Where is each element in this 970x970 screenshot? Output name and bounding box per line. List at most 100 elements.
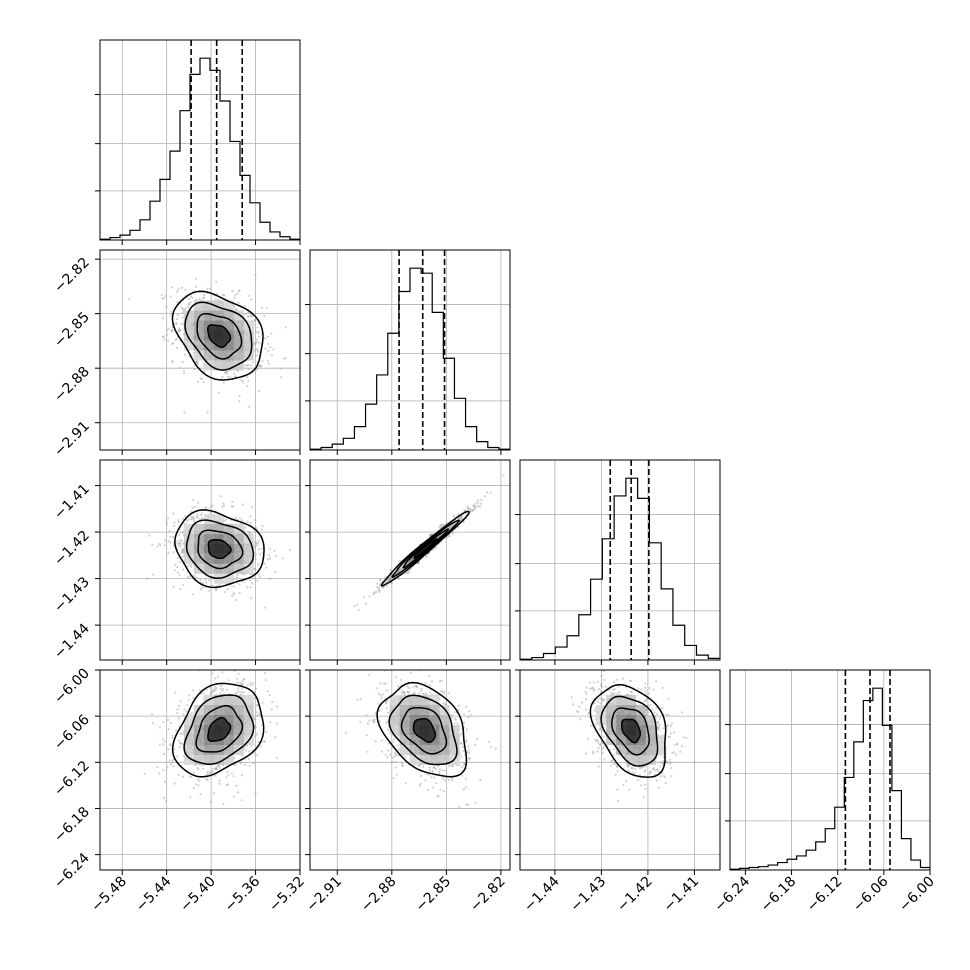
x-tick-label: −6.00 [896, 874, 938, 916]
contour-2 [183, 694, 255, 765]
density-cell [646, 755, 657, 765]
density-cell [616, 735, 627, 745]
scatter-panel-1-2 [305, 459, 511, 665]
panel-frame [309, 459, 511, 661]
density-cell [213, 310, 224, 321]
density-cell [233, 310, 244, 321]
density-cell [399, 745, 410, 755]
density-cell [606, 705, 617, 715]
density-cell [223, 350, 234, 361]
density-cell [183, 553, 194, 564]
density-cell [183, 543, 194, 554]
contour-1 [196, 312, 243, 360]
density-cell [243, 725, 254, 735]
density-cell [646, 715, 657, 725]
density-cell [233, 340, 244, 351]
density-cell [409, 745, 420, 755]
density-cell [419, 745, 430, 755]
density-cell [203, 705, 214, 715]
density-cell [203, 553, 214, 564]
density-cell [419, 755, 430, 765]
density-cell [193, 340, 204, 351]
density-cell [183, 745, 194, 755]
density-cell [419, 705, 430, 715]
density-cell [213, 533, 224, 544]
contour-2 [391, 519, 461, 579]
x-tick-label: −5.32 [266, 874, 308, 916]
density-cell [656, 745, 667, 755]
density-cell [203, 340, 214, 351]
contour-0 [207, 716, 232, 742]
density-cell [243, 695, 254, 705]
density-cell [616, 695, 627, 705]
density-cell [626, 755, 637, 765]
density-cell [213, 705, 224, 715]
scatter-panel-1-3 [305, 669, 511, 875]
panel-frame [99, 39, 301, 241]
density-cell [243, 563, 254, 574]
density-cell [439, 725, 450, 735]
density-cell [596, 705, 607, 715]
density-cell [429, 745, 440, 755]
density-cell [439, 735, 450, 745]
density-cell [223, 320, 234, 331]
density-cell [183, 523, 194, 534]
density-cell [606, 715, 617, 725]
x-tick-label: −6.24 [712, 873, 754, 915]
histogram-panel-2 [515, 459, 721, 665]
histogram-step-1 [310, 267, 510, 450]
density-cell [636, 755, 647, 765]
x-tick-label: −1.43 [568, 874, 610, 916]
panel-frame [519, 459, 721, 661]
density-cell [213, 745, 224, 755]
density-cell [183, 320, 194, 331]
contour-0 [413, 538, 438, 559]
density-cell [193, 735, 204, 745]
x-tick-label: −6.18 [758, 874, 800, 916]
density-cell [193, 715, 204, 725]
histogram-panel-1 [305, 249, 511, 455]
density-cell [429, 533, 440, 544]
density-cell [203, 350, 214, 361]
density-cell [193, 543, 204, 554]
x-tick-label: −1.42 [614, 874, 656, 916]
y-tick-label: −6.12 [51, 758, 93, 800]
contour-3 [174, 509, 265, 589]
contour-3 [589, 683, 667, 778]
density-cell [213, 513, 224, 524]
x-tick-label: −1.44 [521, 873, 563, 915]
contour-0 [412, 718, 437, 744]
y-tick-label: −2.82 [51, 255, 93, 297]
panel-frame [99, 459, 301, 661]
x-tick-label: −2.82 [467, 874, 509, 916]
x-tick-label: −5.40 [177, 874, 219, 916]
y-tick-label: −2.85 [51, 309, 93, 351]
density-cell [389, 715, 400, 725]
density-cell [429, 695, 440, 705]
contour-2 [184, 301, 253, 371]
density-cell [193, 310, 204, 321]
x-tick-label: −2.91 [303, 874, 345, 916]
density-cell [636, 705, 647, 715]
density-cell [183, 725, 194, 735]
density-cell [449, 745, 460, 755]
density-cell [419, 695, 430, 705]
density-cell [203, 513, 214, 524]
x-tick-label: −5.44 [133, 873, 175, 915]
density-cell [439, 755, 450, 765]
density-cell [213, 350, 224, 361]
contour-3 [171, 682, 265, 778]
density-cell [429, 715, 440, 725]
density-cell [223, 573, 234, 584]
density-cell [399, 735, 410, 745]
density-cell [203, 300, 214, 311]
density-cell [223, 715, 234, 725]
scatter-panel-2-3 [515, 669, 721, 875]
density-cell [429, 735, 440, 745]
panel-frame [519, 669, 721, 871]
density-cell [616, 745, 627, 755]
contour-3 [376, 681, 468, 778]
density-cell [233, 715, 244, 725]
density-cell [243, 340, 254, 351]
density-cell [183, 715, 194, 725]
